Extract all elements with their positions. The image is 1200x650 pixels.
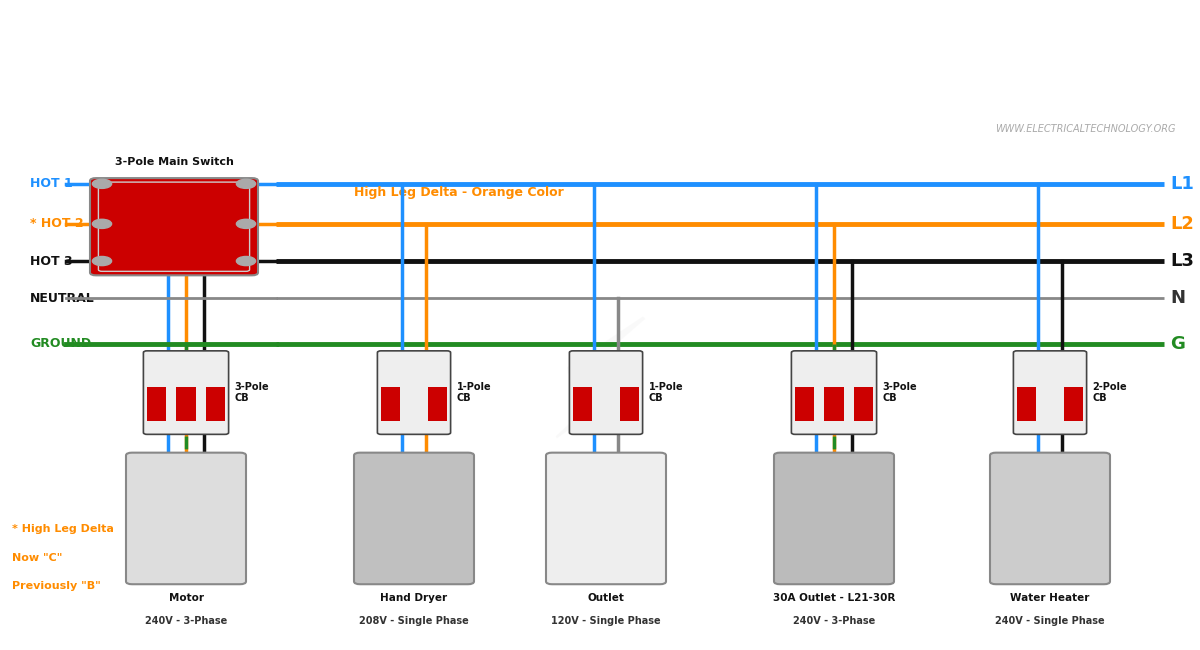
Text: 3-Pole Main Switch: 3-Pole Main Switch	[114, 157, 234, 166]
Text: HOT 1: HOT 1	[30, 177, 73, 190]
Text: L1: L1	[1170, 175, 1194, 193]
Bar	[824, 387, 844, 421]
FancyBboxPatch shape	[144, 351, 228, 434]
Text: 2-Pole
CB: 2-Pole CB	[1092, 382, 1127, 404]
Text: Previously "B": Previously "B"	[12, 581, 101, 592]
Text: * HOT 2: * HOT 2	[30, 217, 84, 230]
Bar	[176, 387, 196, 421]
Circle shape	[236, 219, 256, 228]
Text: 3-Pole
CB: 3-Pole CB	[882, 382, 917, 404]
Text: WWW.ELECTRICALTECHNOLOGY.ORG: WWW.ELECTRICALTECHNOLOGY.ORG	[996, 124, 1176, 134]
Text: G: G	[1170, 335, 1184, 353]
Bar	[574, 387, 593, 421]
Circle shape	[92, 257, 112, 266]
FancyBboxPatch shape	[774, 452, 894, 584]
Text: * High Leg Delta: * High Leg Delta	[12, 524, 114, 534]
Text: L2: L2	[1170, 215, 1194, 233]
Text: Water Heater: Water Heater	[1010, 593, 1090, 603]
FancyBboxPatch shape	[990, 452, 1110, 584]
Bar	[427, 387, 446, 421]
Text: 1-Pole
CB: 1-Pole CB	[457, 382, 491, 404]
FancyBboxPatch shape	[1014, 351, 1087, 434]
Circle shape	[236, 257, 256, 266]
Text: 240V - Single Phase: 240V - Single Phase	[995, 616, 1105, 626]
Bar	[854, 387, 874, 421]
Text: 1-Pole
CB: 1-Pole CB	[649, 382, 683, 404]
Bar	[206, 387, 226, 421]
Text: N: N	[1170, 289, 1186, 307]
Bar	[796, 387, 815, 421]
Text: 30A Outlet - L21-30R: 30A Outlet - L21-30R	[773, 593, 895, 603]
FancyBboxPatch shape	[546, 452, 666, 584]
Bar	[380, 387, 400, 421]
Circle shape	[236, 179, 256, 188]
Text: Now "C": Now "C"	[12, 552, 62, 563]
Text: GROUND: GROUND	[30, 337, 91, 350]
FancyBboxPatch shape	[126, 452, 246, 584]
FancyBboxPatch shape	[98, 182, 250, 271]
Circle shape	[92, 219, 112, 228]
Text: HOT 3: HOT 3	[30, 255, 73, 268]
Bar	[1064, 387, 1084, 421]
Text: Outlet: Outlet	[588, 593, 624, 603]
Text: Motor: Motor	[168, 593, 204, 603]
Text: ⚡: ⚡	[541, 311, 659, 474]
FancyBboxPatch shape	[90, 178, 258, 276]
Text: Hand Dryer: Hand Dryer	[380, 593, 448, 603]
FancyBboxPatch shape	[570, 351, 643, 434]
Text: 120V - Single Phase: 120V - Single Phase	[551, 616, 661, 626]
Text: How to Wire 240V, 208V & 120V, 1-Phase & 3-Phase Load? - HIGH LEG DELTA Wiring: How to Wire 240V, 208V & 120V, 1-Phase &…	[0, 25, 1200, 53]
FancyBboxPatch shape	[792, 351, 876, 434]
Text: 240V - 3-Phase: 240V - 3-Phase	[793, 616, 875, 626]
Bar	[619, 387, 640, 421]
FancyBboxPatch shape	[354, 452, 474, 584]
Text: 3-Pole
CB: 3-Pole CB	[235, 382, 269, 404]
FancyBboxPatch shape	[377, 351, 450, 434]
Text: L3: L3	[1170, 252, 1194, 270]
Circle shape	[92, 179, 112, 188]
Text: 240V - 3-Phase: 240V - 3-Phase	[145, 616, 227, 626]
Bar	[148, 387, 166, 421]
Text: NEUTRAL: NEUTRAL	[30, 292, 95, 305]
Text: High Leg Delta - Orange Color: High Leg Delta - Orange Color	[354, 186, 564, 199]
Text: 208V - Single Phase: 208V - Single Phase	[359, 616, 469, 626]
Bar	[1018, 387, 1037, 421]
